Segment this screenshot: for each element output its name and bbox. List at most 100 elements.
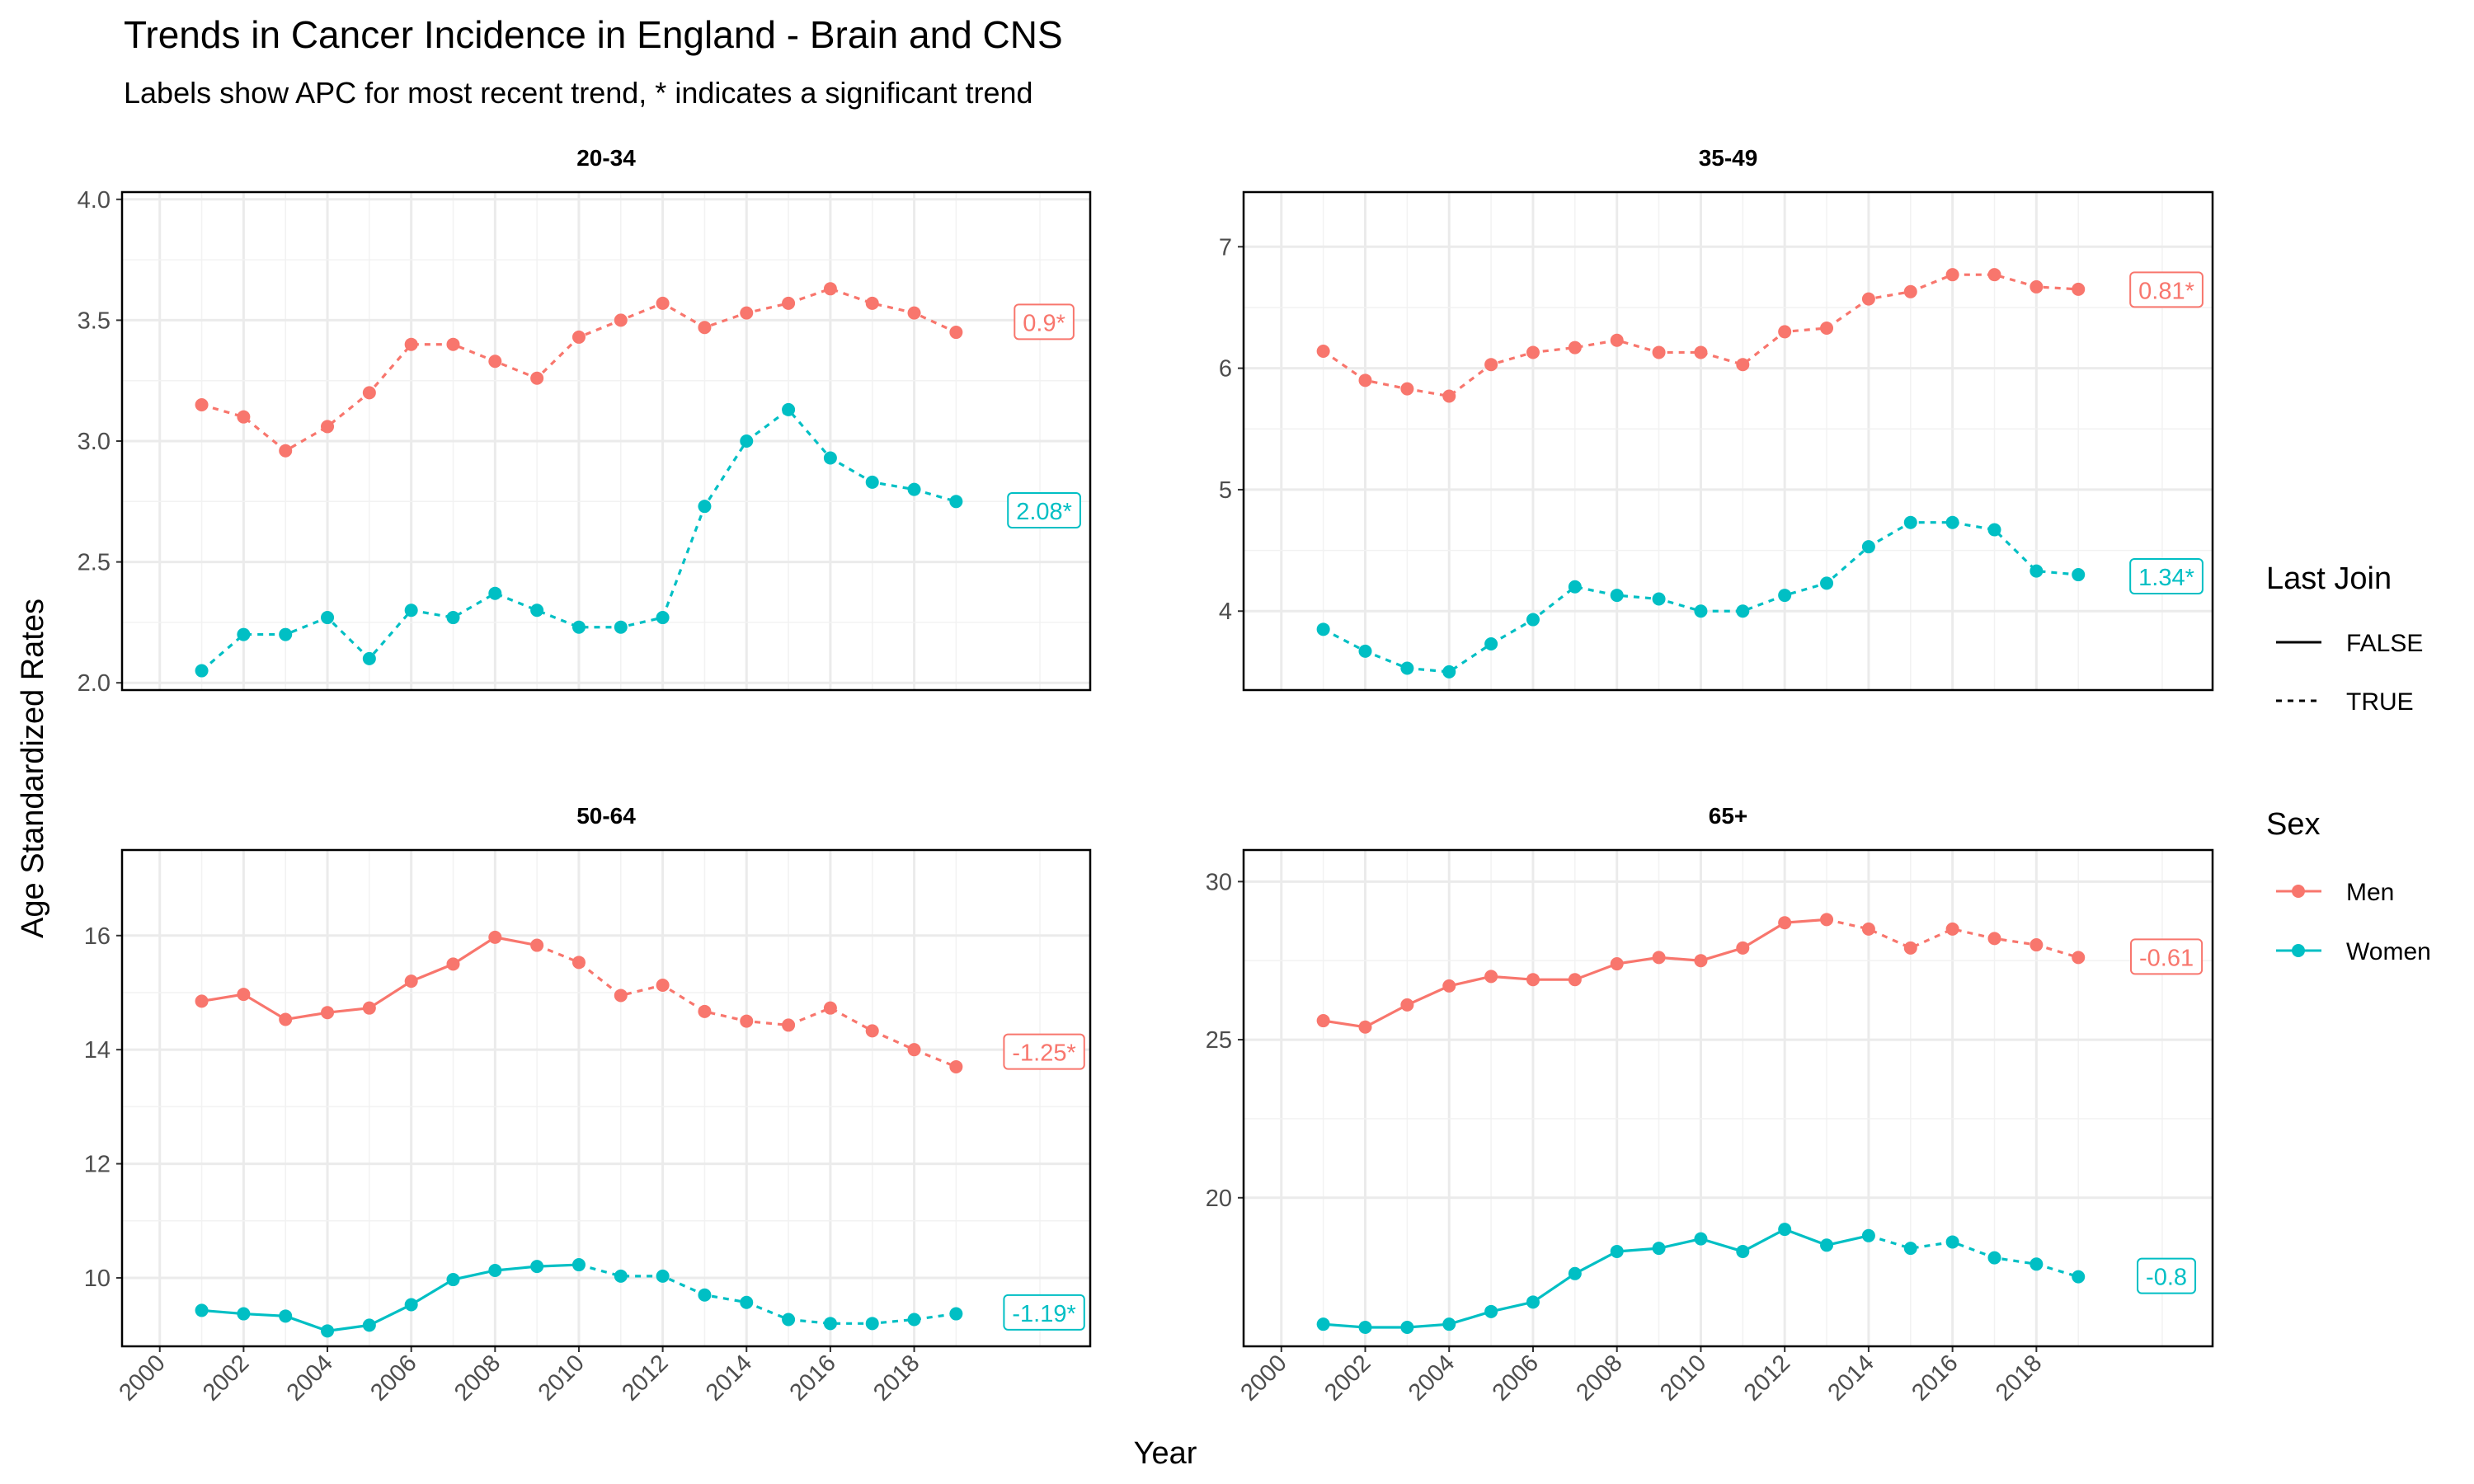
data-point [1778,325,1792,339]
data-point [1820,321,1834,335]
legend-men-point-key [2292,885,2305,898]
data-point [1316,344,1330,358]
x-tick-label: 2000 [1235,1350,1291,1406]
x-tick-label: 2018 [1991,1350,2047,1406]
facet-title: 65+ [1709,803,1748,829]
x-tick-label: 2000 [114,1350,170,1406]
y-tick-label: 2.0 [78,670,111,697]
data-point [907,1043,921,1057]
chart-title: Trends in Cancer Incidence in England - … [124,13,1063,56]
legend-women-label: Women [2346,938,2431,965]
data-point [362,1001,376,1015]
data-point [1736,358,1750,372]
series-women: 2.08* [195,402,1081,678]
data-point [614,620,628,634]
data-point [907,1313,921,1327]
data-point [656,296,670,310]
y-tick-label: 25 [1206,1027,1232,1054]
data-point [321,611,335,625]
apc-label-box [1003,1294,1085,1331]
y-tick-label: 3.5 [78,308,111,334]
panel-border [1242,848,2214,1348]
data-point [2072,1270,2086,1284]
data-point [1358,1020,1372,1034]
y-tick-label: 7 [1219,234,1232,261]
apc-label: 0.81* [2138,278,2194,304]
panel-border [120,848,1092,1348]
data-point [446,957,460,971]
data-point [949,1307,963,1321]
data-point [1526,613,1540,627]
data-point [2030,279,2044,294]
data-point [865,475,879,489]
series-men: 0.9* [195,282,1075,458]
x-tick-label: 2010 [534,1350,590,1406]
apc-label-box [1003,1033,1085,1070]
data-point [1694,954,1708,968]
data-point [362,651,376,665]
data-point [614,1269,628,1283]
y-tick-label: 20 [1206,1186,1232,1212]
data-point [404,974,418,989]
series-women: -0.8 [1316,1223,2197,1334]
data-point [907,482,921,496]
data-point [1316,1014,1330,1028]
data-point [865,1024,879,1038]
data-point [698,500,712,514]
data-point [488,1263,502,1277]
data-point [530,371,544,385]
data-point [1610,589,1624,603]
data-point [1945,268,1959,282]
data-point [823,451,837,465]
data-point [1694,604,1708,618]
data-point [1358,1320,1372,1334]
data-point [1652,592,1666,606]
data-point [865,1317,879,1331]
data-point [740,1014,754,1028]
data-point [1442,665,1456,679]
data-point [1945,922,1959,936]
x-tick-label: 2014 [701,1350,757,1406]
data-point [949,1059,963,1073]
data-point [1484,1304,1498,1318]
data-point [1945,1235,1959,1249]
data-point [1945,515,1959,529]
apc-label: -1.19* [1012,1301,1075,1327]
data-point [1861,1228,1875,1242]
data-point [404,337,418,351]
series-men: -1.25* [195,930,1085,1073]
data-point [279,444,293,458]
facet-panel-35-49: 35-49 4 5 6 7 0.81* 1.34* [1219,145,2214,692]
data-point [1568,1266,1582,1280]
x-tick-label: 2012 [1739,1350,1795,1406]
x-tick-label: 2004 [282,1350,338,1406]
data-point [1484,970,1498,984]
data-point [656,978,670,992]
y-tick-label: 12 [84,1152,111,1178]
data-point [1694,345,1708,359]
data-point [1861,922,1875,936]
y-tick-label: 3.0 [78,429,111,455]
apc-label-box [2129,271,2204,308]
y-tick-label: 30 [1206,869,1232,895]
data-point [321,420,335,434]
data-point [1610,1244,1624,1258]
data-point [1442,389,1456,403]
data-point [1736,604,1750,618]
data-point [446,611,460,625]
legend-sex-title: Sex [2266,807,2320,842]
apc-label-box [2129,557,2204,594]
apc-label: 0.9* [1023,310,1065,336]
data-point [1400,661,1414,675]
data-point [1861,292,1875,306]
data-point [614,313,628,327]
data-point [1358,373,1372,387]
data-point [1736,941,1750,955]
data-point [1903,515,1917,529]
data-point [2072,282,2086,296]
facet-panels: 20-34 2.0 2.5 3.0 3.5 4.0 0.9* 2.08* 35-49 4 5 6 7 0.… [78,145,2214,1407]
x-tick-label: 2012 [617,1350,673,1406]
data-point [1736,1244,1750,1258]
data-point [2030,564,2044,578]
